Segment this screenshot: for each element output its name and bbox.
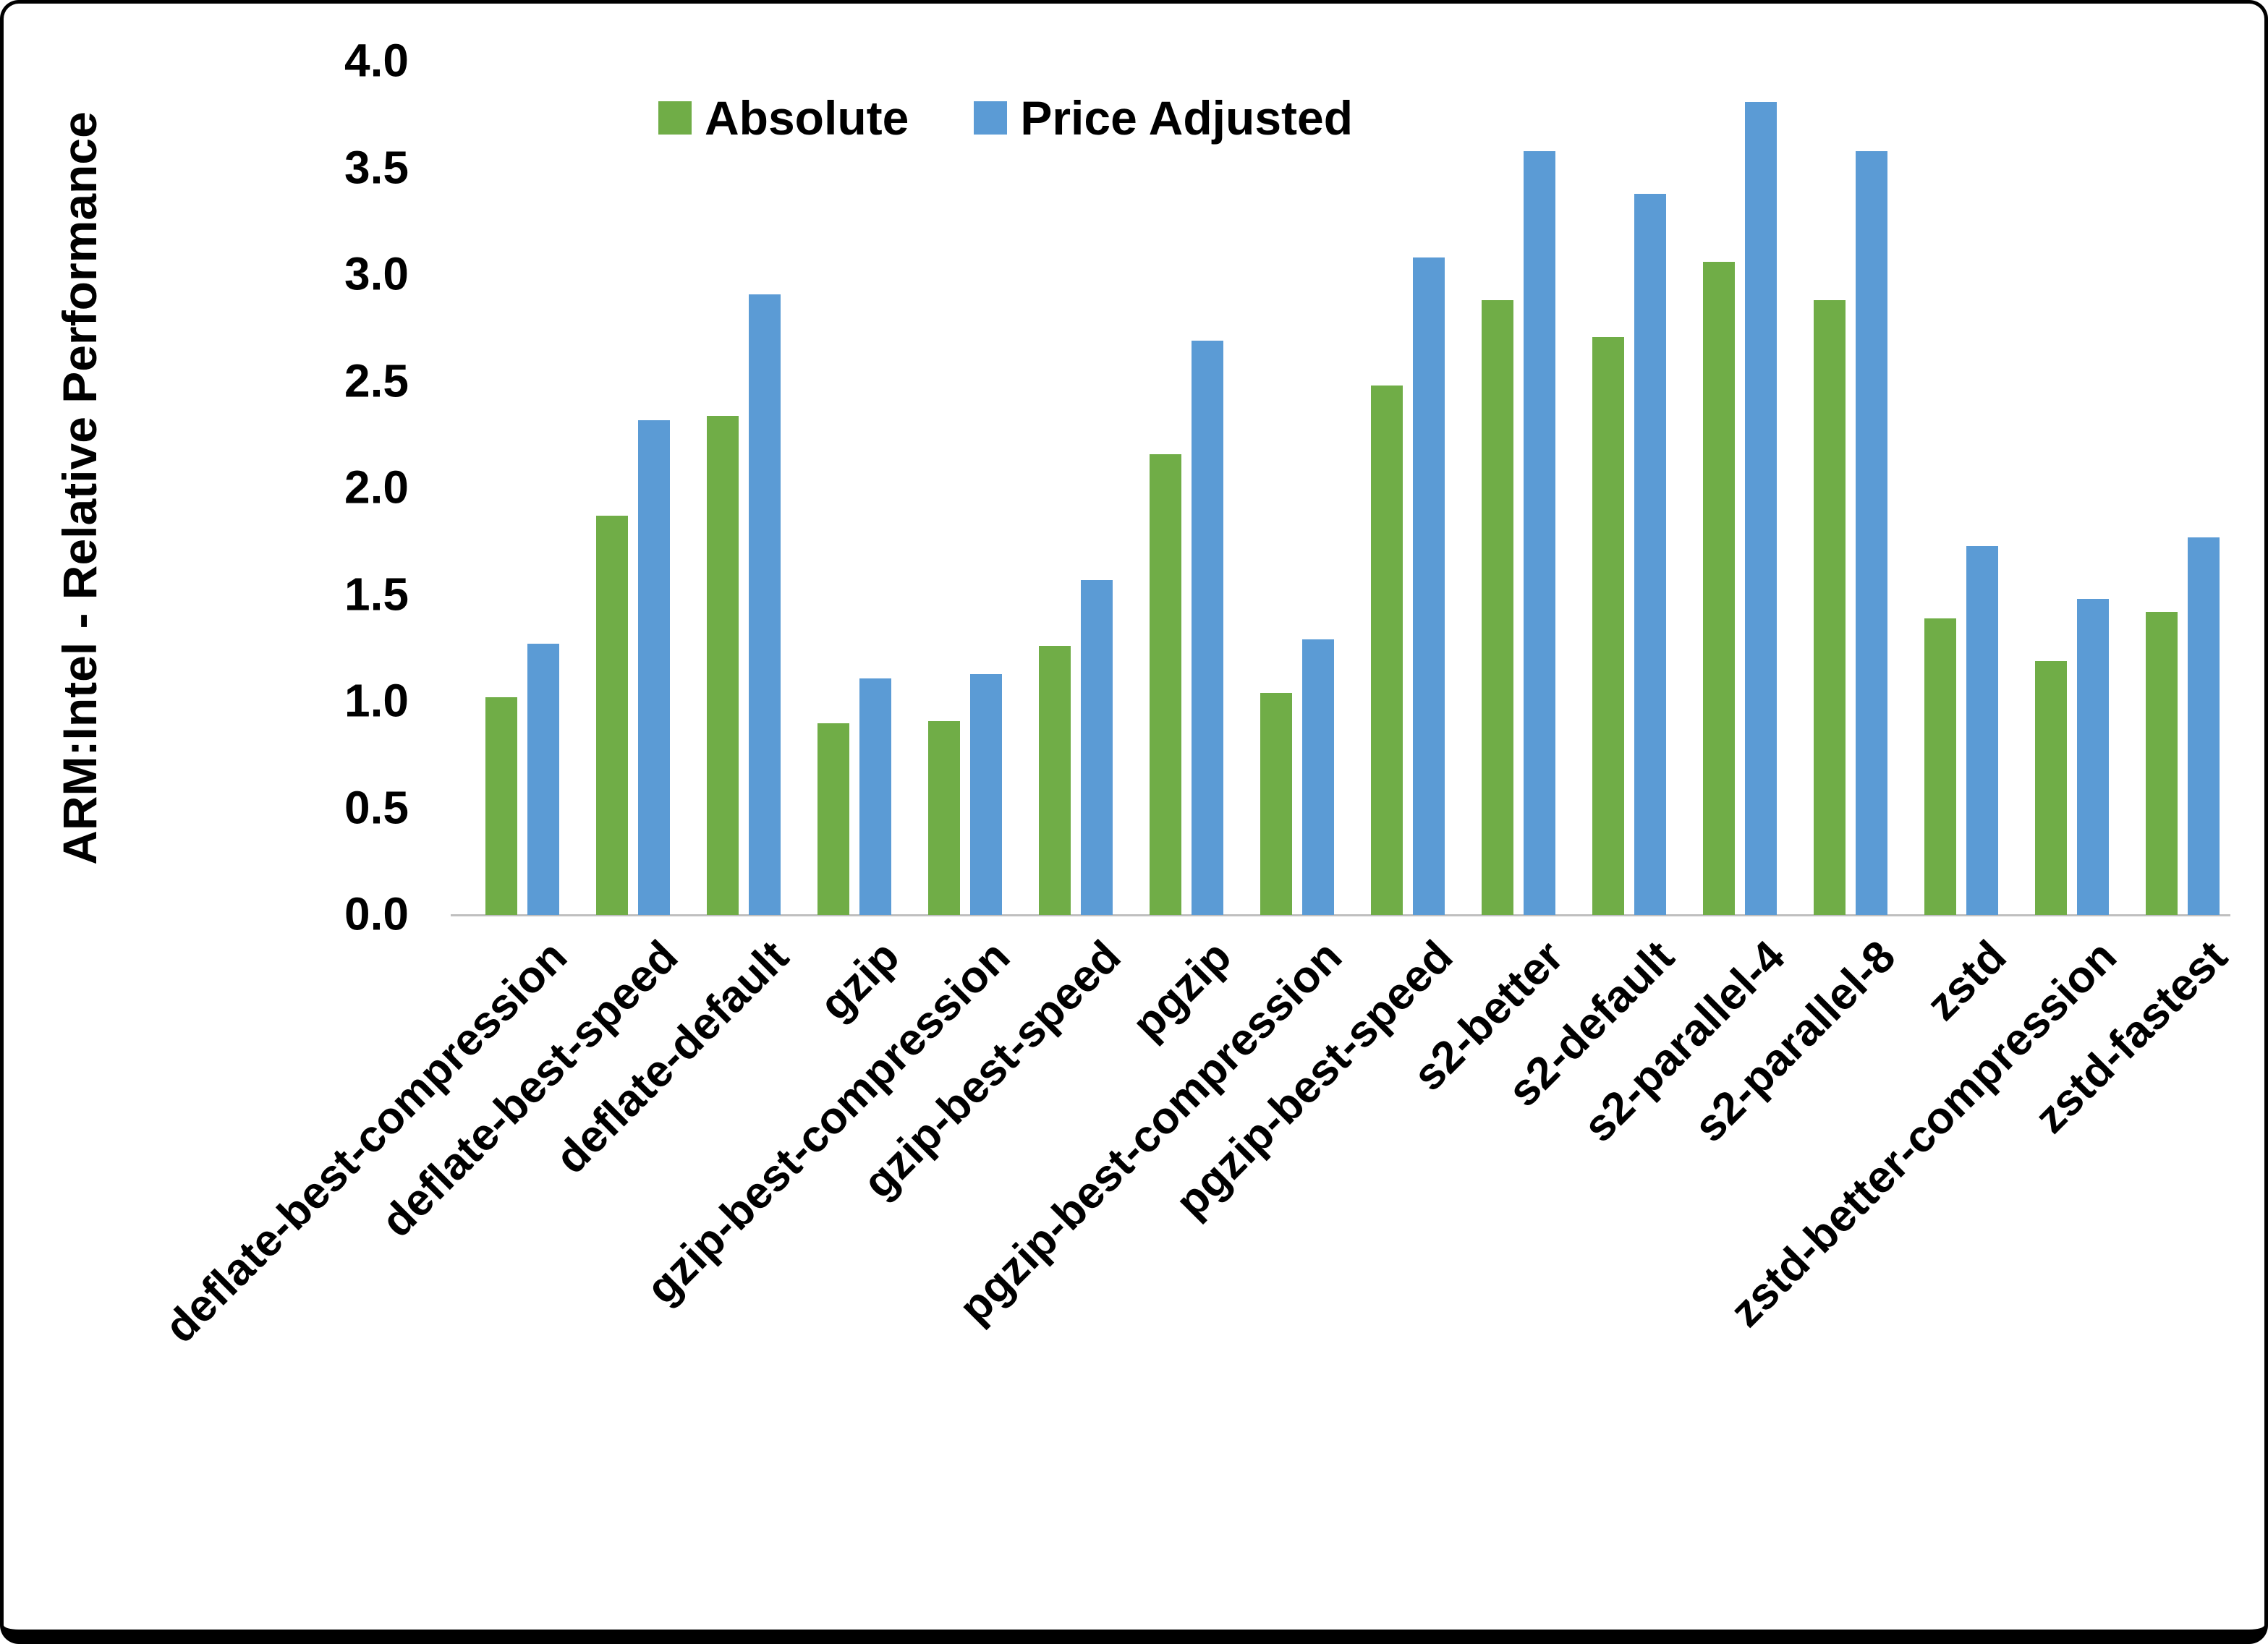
bar-absolute-pgzip bbox=[1149, 453, 1181, 915]
bar-absolute-deflate-best-speed bbox=[595, 516, 628, 915]
plot-area: 4.0 3.5 3.0 2.5 2.0 1.5 1.0 0.5 0.0 deflate-best-… bbox=[4, 4, 2264, 1630]
bar-price-adjusted-s2-default bbox=[1634, 193, 1666, 915]
bar-price-adjusted-deflate-best-compression bbox=[527, 644, 559, 915]
legend-item-price-adjusted: Price Adjusted bbox=[974, 90, 1353, 145]
bar-absolute-pgzip-best-speed bbox=[1370, 386, 1403, 915]
bar-price-adjusted-s2-parallel-8 bbox=[1855, 150, 1887, 915]
x-axis-label-gzip: gzip bbox=[810, 931, 909, 1031]
bar-absolute-zstd-fastest bbox=[2145, 612, 2178, 915]
bar-price-adjusted-deflate-best-speed bbox=[637, 419, 670, 915]
bar-price-adjusted-pgzip-best-speed bbox=[1412, 257, 1445, 915]
bar-absolute-s2-parallel-4 bbox=[1702, 262, 1735, 915]
bar-absolute-s2-parallel-8 bbox=[1813, 300, 1846, 915]
bar-price-adjusted-pgzip bbox=[1191, 341, 1223, 915]
legend-swatch-price-adjusted-icon bbox=[974, 101, 1008, 135]
bar-absolute-deflate-default bbox=[706, 415, 739, 915]
bar-absolute-pgzip-best-compression bbox=[1260, 693, 1292, 915]
y-tick-label: 0.5 bbox=[344, 781, 409, 834]
y-tick-label: 0.0 bbox=[344, 887, 409, 940]
bar-price-adjusted-s2-better bbox=[1523, 150, 1555, 915]
bar-price-adjusted-gzip-best-speed bbox=[1080, 579, 1113, 915]
legend: Absolute Price Adjusted bbox=[658, 90, 1353, 145]
bar-absolute-gzip-best-compression bbox=[927, 720, 960, 915]
x-axis-label-zstd: zstd bbox=[1916, 931, 2016, 1031]
bar-absolute-gzip bbox=[817, 723, 849, 915]
bar-price-adjusted-zstd-fastest bbox=[2187, 537, 2220, 915]
y-tick-label: 4.0 bbox=[344, 34, 409, 87]
y-tick-label: 3.5 bbox=[344, 141, 409, 194]
legend-swatch-absolute-icon bbox=[658, 101, 692, 135]
y-tick-label: 1.0 bbox=[344, 674, 409, 727]
legend-label-price-adjusted: Price Adjusted bbox=[1020, 91, 1354, 145]
x-axis-line bbox=[451, 914, 2230, 916]
legend-item-absolute: Absolute bbox=[658, 90, 909, 145]
bar-absolute-s2-better bbox=[1481, 300, 1513, 915]
legend-label-absolute: Absolute bbox=[705, 91, 909, 145]
y-tick-label: 3.0 bbox=[344, 247, 409, 300]
bar-absolute-zstd bbox=[1924, 618, 1956, 915]
bar-absolute-deflate-best-compression bbox=[485, 697, 517, 915]
bar-price-adjusted-gzip-best-compression bbox=[969, 673, 1002, 915]
bar-price-adjusted-s2-parallel-4 bbox=[1744, 102, 1777, 915]
y-tick-label: 2.5 bbox=[344, 354, 409, 407]
bar-price-adjusted-gzip bbox=[859, 678, 891, 915]
bar-price-adjusted-pgzip-best-compression bbox=[1301, 639, 1334, 915]
bar-absolute-gzip-best-speed bbox=[1038, 646, 1071, 915]
bar-absolute-zstd-better-compression bbox=[2034, 660, 2067, 915]
y-tick-label: 2.0 bbox=[344, 461, 409, 514]
bar-price-adjusted-deflate-default bbox=[748, 294, 781, 915]
x-axis-label-deflate-best-compression: deflate-best-compression bbox=[155, 931, 577, 1353]
bar-price-adjusted-zstd-better-compression bbox=[2076, 599, 2109, 915]
y-tick-label: 1.5 bbox=[344, 568, 409, 621]
bar-price-adjusted-zstd bbox=[1966, 545, 1998, 915]
bar-absolute-s2-default bbox=[1592, 336, 1624, 915]
